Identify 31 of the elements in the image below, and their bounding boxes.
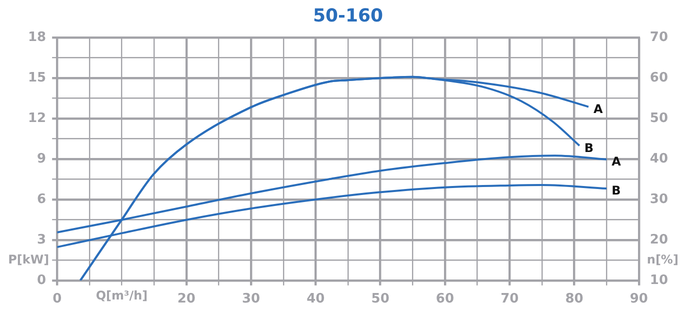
x-tick-label: 60: [436, 292, 454, 307]
chart-title: 50-160: [312, 5, 384, 26]
y-tick-label: 15: [28, 70, 46, 86]
x-tick-label: 50: [371, 292, 390, 307]
series-label: A: [593, 102, 604, 116]
y2-tick-label: 60: [650, 70, 668, 86]
y2-axis-title: n[%]: [646, 252, 678, 266]
y-tick-label: 6: [37, 192, 46, 207]
x-tick-label: 30: [242, 292, 260, 307]
y2-tick-label: 70: [650, 30, 668, 45]
y-tick-label: 12: [28, 110, 46, 126]
x-axis-title: Q[m³/h]: [96, 288, 148, 303]
y-tick-label: 18: [28, 30, 46, 45]
y-tick-label: 0: [37, 272, 46, 288]
series-label: B: [584, 140, 594, 155]
y2-tick-label: 50: [650, 110, 668, 126]
x-tick-label: 40: [306, 292, 325, 307]
x-tick-label: 20: [177, 292, 196, 307]
x-tick-label: 0: [52, 292, 62, 307]
x-tick-label: 90: [630, 292, 648, 307]
y-axis-title: P[kW]: [8, 252, 50, 266]
y2-tick-label: 30: [650, 192, 668, 207]
x-tick-label: 70: [500, 292, 519, 307]
series-label: A: [612, 154, 622, 169]
series-label: B: [612, 184, 621, 198]
y2-tick-label: 20: [650, 232, 668, 248]
y2-tick-label: 40: [650, 151, 668, 166]
y-tick-label: 9: [37, 151, 46, 166]
y2-tick-label: 10: [650, 272, 668, 288]
y-tick-label: 3: [37, 232, 46, 248]
x-tick-label: 80: [565, 292, 584, 307]
